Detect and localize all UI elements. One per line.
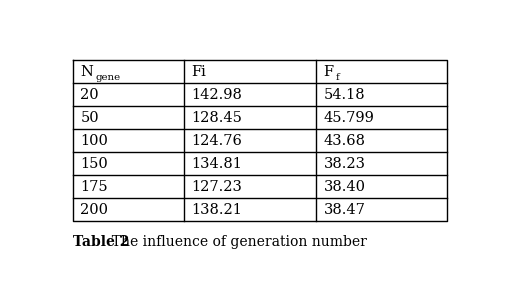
Text: gene: gene xyxy=(96,72,120,81)
Text: 100: 100 xyxy=(80,134,108,148)
Text: 128.45: 128.45 xyxy=(191,111,242,125)
Text: 175: 175 xyxy=(80,180,108,194)
Text: 142.98: 142.98 xyxy=(191,88,242,102)
Text: The influence of generation number: The influence of generation number xyxy=(103,235,367,249)
Text: 20: 20 xyxy=(80,88,99,102)
Text: F: F xyxy=(324,65,334,79)
Text: 200: 200 xyxy=(80,203,108,217)
Text: Table 2: Table 2 xyxy=(73,235,130,249)
Text: 38.47: 38.47 xyxy=(324,203,365,217)
Text: f: f xyxy=(335,72,339,81)
Text: 138.21: 138.21 xyxy=(191,203,242,217)
Text: 38.23: 38.23 xyxy=(324,157,366,171)
Text: 134.81: 134.81 xyxy=(191,157,242,171)
Text: 127.23: 127.23 xyxy=(191,180,242,194)
Text: 38.40: 38.40 xyxy=(324,180,366,194)
Text: 54.18: 54.18 xyxy=(324,88,365,102)
Text: 124.76: 124.76 xyxy=(191,134,242,148)
Text: 150: 150 xyxy=(80,157,108,171)
Text: Fi: Fi xyxy=(191,65,206,79)
Text: 43.68: 43.68 xyxy=(324,134,366,148)
Text: 45.799: 45.799 xyxy=(324,111,374,125)
Text: N: N xyxy=(80,65,93,79)
Text: 50: 50 xyxy=(80,111,99,125)
